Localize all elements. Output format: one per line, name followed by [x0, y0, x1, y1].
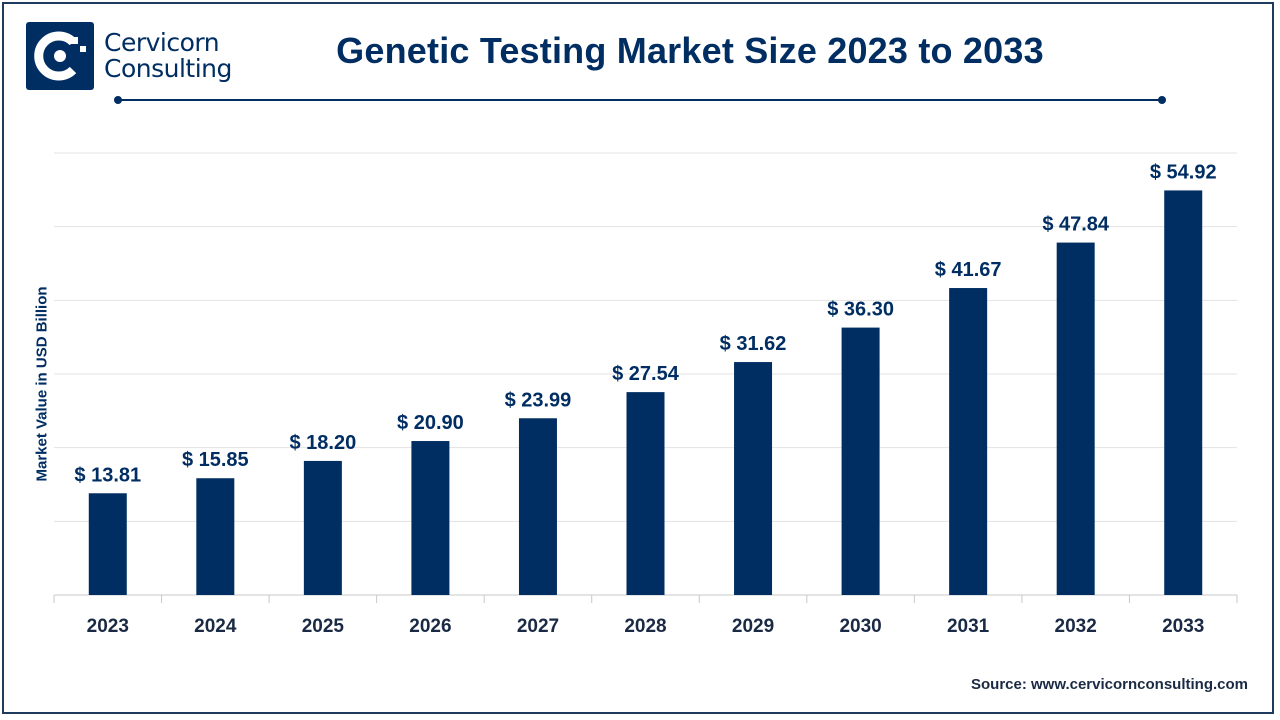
x-tick-label-2023: 2023: [87, 616, 129, 637]
brand-name-line1: Cervicorn: [104, 28, 220, 57]
x-tick-label-2029: 2029: [732, 616, 774, 637]
value-label-2026: $ 20.90: [397, 412, 464, 434]
bar-2024: [196, 478, 235, 595]
value-label-2033: $ 54.92: [1150, 161, 1217, 183]
x-tick-label-2030: 2030: [839, 616, 881, 637]
bar-2025: [303, 460, 342, 595]
value-label-2030: $ 36.30: [827, 299, 894, 321]
bar-2026: [411, 441, 450, 595]
value-label-2029: $ 31.62: [720, 333, 787, 355]
bar-2028: [626, 392, 665, 595]
x-tick-label-2031: 2031: [947, 616, 990, 637]
value-label-2025: $ 18.20: [289, 432, 356, 454]
value-label-2031: $ 41.67: [935, 259, 1002, 281]
x-tick-label-2025: 2025: [302, 616, 345, 637]
source-note: Source: www.cervicornconsulting.com: [970, 676, 1248, 693]
underline-dot-left: [114, 96, 122, 104]
value-label-2024: $ 15.85: [182, 449, 249, 471]
x-tick-label-2026: 2026: [409, 616, 451, 637]
x-tick-label-2024: 2024: [194, 616, 237, 637]
bar-2023: [88, 493, 127, 595]
brand-logo: Cervicorn Consulting: [26, 22, 232, 90]
value-label-2032: $ 47.84: [1042, 214, 1110, 236]
x-tick-label-2028: 2028: [624, 616, 666, 637]
value-label-2027: $ 23.99: [505, 389, 572, 411]
brand-name-line2: Consulting: [104, 54, 232, 83]
title-underline: [114, 96, 1166, 104]
x-tick-label-2033: 2033: [1162, 616, 1204, 637]
bar-2033: [1164, 190, 1203, 595]
bar-2031: [949, 288, 988, 595]
brand-name: Cervicorn Consulting: [104, 30, 232, 82]
bar-2029: [734, 362, 773, 595]
chart-title: Genetic Testing Market Size 2023 to 2033: [336, 30, 1044, 71]
x-tick-label-2032: 2032: [1055, 616, 1097, 637]
bar-2027: [518, 418, 557, 595]
value-label-2028: $ 27.54: [612, 363, 680, 385]
bar-2032: [1056, 242, 1095, 595]
bar-2030: [841, 327, 880, 595]
underline-dot-right: [1158, 96, 1166, 104]
value-label-2023: $ 13.81: [74, 464, 141, 486]
cervicorn-logo-icon: [26, 22, 94, 90]
x-tick-label-2027: 2027: [517, 616, 559, 637]
